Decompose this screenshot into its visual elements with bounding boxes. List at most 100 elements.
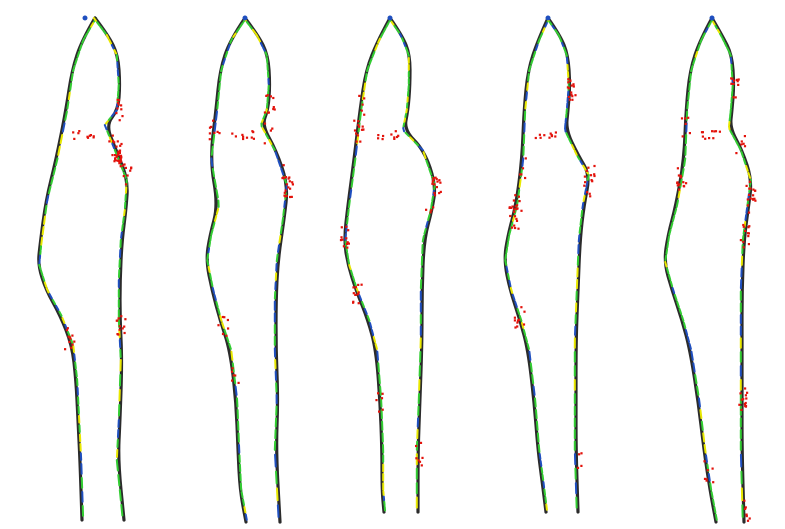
outline-segment bbox=[102, 29, 107, 35]
outline-segment bbox=[346, 252, 349, 259]
outline-segment bbox=[372, 336, 377, 343]
outline-segment bbox=[712, 498, 715, 506]
outlier-point bbox=[119, 158, 122, 161]
outline-segment bbox=[694, 374, 698, 385]
outline-segment bbox=[216, 101, 219, 110]
outlier-point bbox=[118, 149, 122, 152]
outlier-point bbox=[554, 135, 557, 138]
outlier-point bbox=[363, 97, 366, 100]
outlier-point bbox=[570, 93, 573, 96]
outline-segment bbox=[578, 226, 582, 234]
outlier-point bbox=[583, 175, 586, 178]
outlier-point bbox=[681, 135, 684, 138]
outlier-point bbox=[567, 87, 570, 90]
outline-segment bbox=[737, 145, 742, 151]
outline-segment bbox=[403, 42, 407, 48]
outlier-point bbox=[712, 137, 715, 140]
outlier-point bbox=[589, 174, 593, 177]
outlier-point bbox=[234, 374, 237, 377]
outlier-point bbox=[78, 130, 81, 133]
outlier-point bbox=[119, 154, 123, 157]
outlier-point bbox=[284, 189, 287, 192]
outline-segment bbox=[209, 273, 212, 280]
outlier-point bbox=[685, 182, 688, 185]
outline-segment bbox=[729, 129, 734, 136]
outlier-point bbox=[744, 404, 748, 408]
outlier-point bbox=[72, 131, 75, 134]
outline-segment bbox=[105, 34, 110, 40]
outline-segment bbox=[545, 503, 548, 511]
outlier-point bbox=[746, 204, 749, 207]
outline-segment bbox=[76, 51, 81, 58]
outline-segment bbox=[690, 350, 694, 361]
outlier-point bbox=[89, 134, 92, 137]
outlier-point bbox=[117, 159, 120, 162]
outline-segment bbox=[55, 304, 60, 311]
outline-segment bbox=[217, 308, 221, 315]
outlier-point bbox=[701, 135, 704, 138]
outlier-point bbox=[221, 315, 224, 319]
outline-segment bbox=[707, 22, 712, 28]
outline-segment bbox=[714, 513, 718, 521]
outline-segment bbox=[705, 454, 708, 463]
outlier-point bbox=[231, 367, 234, 370]
outlier-point bbox=[748, 180, 751, 183]
outline-segment bbox=[58, 310, 63, 317]
outlier-point bbox=[518, 200, 521, 203]
outlier-point bbox=[352, 300, 355, 303]
outline-segment bbox=[740, 151, 745, 158]
outlier-point bbox=[357, 302, 360, 305]
outlier-point bbox=[119, 144, 122, 147]
outlier-point bbox=[358, 94, 361, 97]
outlier-point bbox=[734, 96, 737, 99]
outline-segment bbox=[259, 42, 264, 48]
outline-segment bbox=[123, 209, 126, 217]
outline-segment bbox=[96, 21, 101, 27]
outline-segment bbox=[709, 482, 713, 491]
outlier-point bbox=[520, 173, 523, 176]
outline-segment bbox=[427, 214, 431, 221]
outline-segment bbox=[579, 218, 583, 226]
outlier-point bbox=[524, 176, 527, 180]
outline-segment bbox=[684, 329, 689, 336]
outlier-point bbox=[358, 125, 361, 128]
outlier-point bbox=[514, 205, 517, 208]
outlier-point bbox=[434, 176, 437, 179]
outline-segment bbox=[223, 329, 228, 336]
outline-segment bbox=[217, 91, 220, 101]
outlier-point bbox=[118, 325, 121, 328]
outline-segment bbox=[50, 176, 54, 185]
outline-segment bbox=[110, 44, 115, 50]
outlier-point bbox=[574, 94, 577, 97]
outlier-point bbox=[273, 108, 276, 111]
outlier-point bbox=[744, 229, 747, 232]
outline-segment bbox=[402, 122, 406, 128]
outlier-point bbox=[747, 243, 750, 246]
outline-segment bbox=[668, 229, 672, 236]
outline-segment bbox=[714, 24, 719, 30]
panel-5 bbox=[663, 15, 757, 524]
outline-segment bbox=[364, 73, 368, 82]
outlier-point bbox=[210, 125, 213, 128]
outlier-point bbox=[588, 192, 591, 195]
outlier-point bbox=[415, 457, 418, 460]
outlier-point bbox=[742, 223, 745, 227]
outline-segment bbox=[271, 144, 276, 151]
outline-segment bbox=[554, 28, 559, 34]
outline-segment bbox=[671, 215, 676, 222]
outline-segment bbox=[534, 44, 539, 51]
outline-segment bbox=[529, 362, 533, 373]
outlier-point bbox=[265, 94, 268, 97]
outlier-point bbox=[751, 197, 754, 201]
outlier-point bbox=[418, 460, 422, 463]
outline-segment bbox=[207, 247, 211, 254]
outline-segment bbox=[413, 141, 420, 147]
outlier-point bbox=[742, 142, 745, 145]
outline-segment bbox=[206, 253, 210, 260]
outline-segment bbox=[568, 138, 573, 145]
outlier-point bbox=[377, 134, 380, 137]
outlier-point bbox=[578, 453, 581, 456]
outlier-point bbox=[117, 317, 120, 320]
outlier-point bbox=[740, 140, 743, 143]
outline-segment bbox=[213, 122, 217, 133]
